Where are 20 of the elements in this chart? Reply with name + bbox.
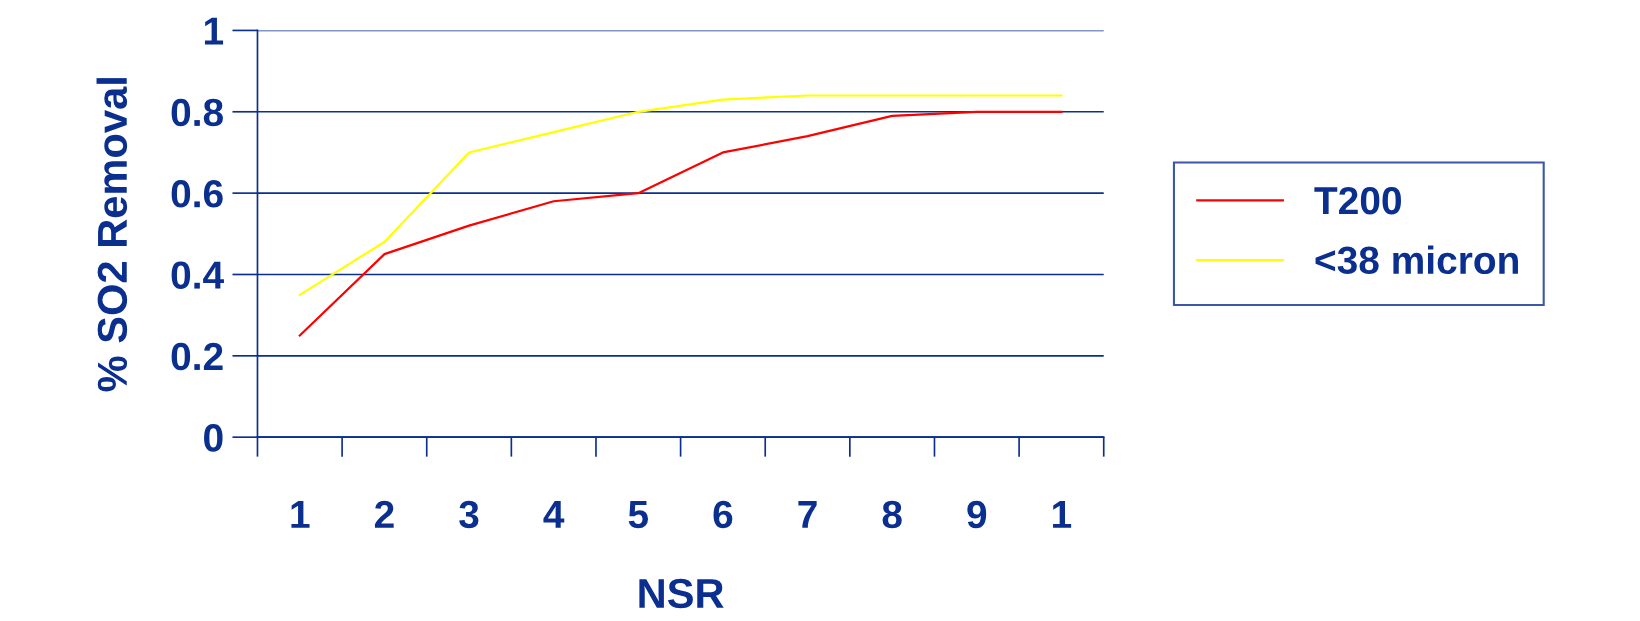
y-tick-label: 0 [204, 424, 223, 452]
y-tick-label: 0.4 [171, 261, 224, 289]
x-tick-label: 9 [967, 500, 987, 529]
y-tick-label: 0.2 [171, 342, 223, 371]
y-tick-label: 0.6 [171, 180, 223, 208]
x-tick-label: 6 [713, 500, 733, 529]
y-axis-title: % SO2 Removal [96, 78, 128, 392]
x-tick-label: 3 [459, 500, 479, 529]
x-tick-label: 5 [628, 501, 649, 529]
x-tick-label: 4 [543, 501, 565, 528]
x-tick-label: 1 [291, 501, 310, 528]
legend-label: <38 micron [1315, 245, 1518, 275]
x-tick-label: 1 [1053, 501, 1072, 528]
x-axis-title: NSR [639, 578, 724, 609]
legend-label: T200 [1314, 186, 1401, 215]
x-tick-label: 7 [798, 501, 817, 528]
y-tick-label: 0.8 [171, 98, 223, 127]
x-tick-label: 8 [882, 500, 902, 529]
x-tick-label: 2 [374, 500, 394, 528]
y-tick-label: 1 [204, 17, 224, 45]
